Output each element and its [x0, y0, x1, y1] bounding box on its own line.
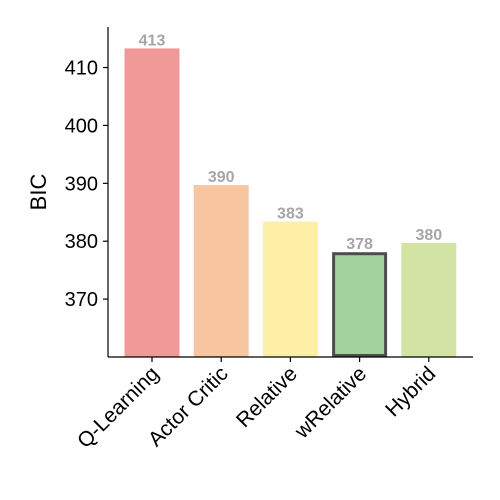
bar-relative	[262, 221, 318, 357]
bar-value-label: 390	[208, 169, 235, 186]
y-tick-label: 410	[65, 58, 98, 80]
bar-value-label: 378	[346, 236, 373, 253]
bar-value-label: 413	[139, 32, 166, 49]
bar-wrelative	[332, 252, 388, 357]
bars	[124, 48, 457, 357]
bar-actor-critic	[193, 185, 249, 357]
bar-value-label: 383	[277, 206, 304, 223]
x-tick-label: wRelative	[290, 362, 371, 443]
bar-q-learning	[124, 48, 180, 357]
x-tick-label: Relative	[232, 362, 302, 432]
y-tick-label: 390	[65, 173, 98, 195]
y-axis-label: BIC	[26, 174, 51, 211]
y-axis-ticks: 370 380 390 400 410	[65, 58, 108, 311]
y-tick-label: 380	[65, 231, 98, 253]
bar-hybrid	[401, 242, 457, 357]
y-tick-label: 400	[65, 115, 98, 137]
bar-value-label: 380	[415, 227, 442, 244]
x-tick-label: Hybrid	[381, 362, 440, 421]
y-tick-label: 370	[65, 289, 98, 311]
bar-value-labels: 413 390 383 378 380	[139, 32, 443, 253]
